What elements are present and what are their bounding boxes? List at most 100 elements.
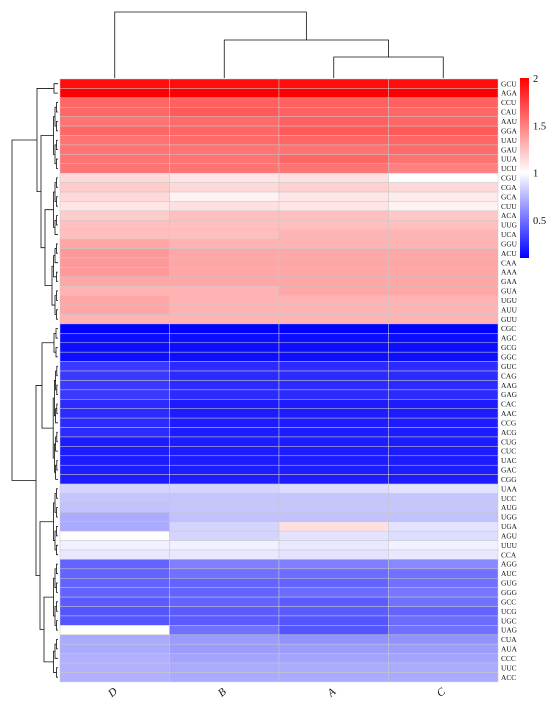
- heatmap-cell-gua-a: [278, 285, 389, 296]
- row-label-uau: UAU: [501, 136, 518, 145]
- heatmap-cell-gcu-a: [278, 78, 389, 89]
- row-dendrogram: [11, 83, 58, 678]
- row-label-cac: CAC: [501, 400, 516, 409]
- row-label-aag: AAG: [501, 381, 518, 390]
- row-label-gug: GUG: [501, 579, 518, 588]
- heatmap-cell-gag-a: [278, 389, 389, 400]
- heatmap-cell-uuc-a: [278, 662, 389, 673]
- heatmap-cell-aca-d: [59, 210, 170, 221]
- heatmap-cell-cuu-d: [59, 201, 170, 212]
- dendro-row-node-14: [56, 243, 58, 254]
- row-label-ggc: GGC: [501, 352, 517, 361]
- heatmap-cell-aug-d: [59, 502, 170, 513]
- heatmap-cell-acg-b: [169, 427, 280, 438]
- heatmap-cell-agg-d: [59, 559, 170, 570]
- heatmap-cell-cgg-d: [59, 474, 170, 485]
- row-label-gcu: GCU: [501, 79, 517, 88]
- heatmap-cell-ccu-d: [59, 97, 170, 108]
- dendro-row-node-16: [56, 271, 58, 282]
- heatmap-cell-guu-d: [59, 314, 170, 325]
- heatmap-cell-uac-d: [59, 455, 170, 466]
- heatmap-cell-cag-b: [169, 370, 280, 381]
- heatmap-cell-cau-b: [169, 107, 280, 117]
- row-label-gcg: GCG: [501, 343, 517, 352]
- heatmap-cell-cgc-d: [59, 323, 170, 334]
- heatmap-cell-uau-a: [278, 135, 389, 146]
- heatmap-cell-guc-d: [59, 361, 170, 372]
- heatmap-cell-gac-b: [169, 464, 280, 475]
- heatmap-cell-cag-d: [59, 370, 170, 381]
- heatmap-cell-gug-b: [169, 578, 280, 588]
- row-label-gua: GUA: [501, 287, 518, 296]
- heatmap-cell-uaa-c: [388, 483, 499, 494]
- heatmap-cell-uag-d: [59, 625, 170, 636]
- legend-tick-label: 1.5: [533, 121, 546, 132]
- heatmap-cell-ugg-a: [278, 512, 389, 522]
- heatmap-cell-ggu-b: [169, 238, 280, 249]
- row-label-uuu: UUU: [501, 541, 518, 550]
- heatmap-cell-aaa-d: [59, 267, 170, 278]
- heatmap-cell-gca-b: [169, 191, 280, 202]
- heatmap-cell-cac-d: [59, 399, 170, 409]
- heatmap-cell-ccg-c: [388, 417, 499, 428]
- heatmap-cell-ccg-d: [59, 417, 170, 428]
- row-label-aug: AUG: [501, 503, 518, 512]
- heatmap-cell-uug-d: [59, 220, 170, 230]
- row-label-aca: ACA: [501, 211, 517, 220]
- row-label-guu: GUU: [501, 315, 518, 324]
- dendro-row-node-26: [56, 384, 58, 395]
- heatmap-cell-aau-a: [278, 116, 389, 127]
- heatmap-cell-ucg-b: [169, 606, 280, 617]
- heatmap-cell-agc-b: [169, 333, 280, 344]
- heatmap-cell-aac-a: [278, 408, 389, 419]
- dendro-row-node-37: [56, 488, 58, 499]
- row-label-cuc: CUC: [501, 447, 516, 456]
- heatmap-cell-cug-c: [388, 436, 499, 447]
- legend-tick-label: 0.5: [533, 216, 546, 227]
- row-label-uaa: UAA: [501, 484, 518, 493]
- row-label-ugu: UGU: [501, 296, 518, 305]
- heatmap-cell-uug-c: [388, 220, 499, 230]
- row-label-acu: ACU: [501, 249, 517, 258]
- column-dendrogram: [114, 11, 444, 78]
- heatmap-cell-uau-c: [388, 135, 499, 146]
- heatmap-cell-cuc-a: [278, 446, 389, 457]
- heatmap-cell-gaa-c: [388, 276, 499, 287]
- heatmap-cell-caa-c: [388, 257, 499, 268]
- heatmap-cell-uuc-b: [169, 662, 280, 673]
- heatmap-cell-ucu-a: [278, 163, 389, 174]
- heatmap-cell-gga-c: [388, 125, 499, 136]
- dendro-row-node-23: [55, 347, 58, 358]
- row-label-cuu: CUU: [501, 202, 517, 211]
- dendro-row-node-5: [56, 158, 58, 169]
- heatmap-cell-uca-d: [59, 229, 170, 240]
- heatmap-cell-cau-c: [388, 107, 499, 117]
- heatmap-cell-gcg-c: [388, 342, 499, 353]
- dendro-row-low: [35, 385, 42, 577]
- dendro-row-node-0: [53, 83, 58, 94]
- heatmap-cell-cuc-c: [388, 446, 499, 457]
- heatmap-cell-uuu-a: [278, 540, 389, 551]
- dendro-col-a-c: [333, 56, 444, 78]
- heatmap-cell-ugg-c: [388, 512, 499, 522]
- heatmap-cell-guu-b: [169, 314, 280, 325]
- heatmap-cell-gug-c: [388, 578, 499, 588]
- heatmap-cell-aca-b: [169, 210, 280, 221]
- heatmap-cell-uua-c: [388, 154, 499, 165]
- row-label-cgu: CGU: [501, 174, 517, 183]
- row-label-cug: CUG: [501, 437, 517, 446]
- row-label-agc: AGC: [501, 334, 517, 343]
- heatmap-cell-cca-b: [169, 549, 280, 560]
- row-label-ccu: CCU: [501, 98, 517, 107]
- heatmap-cell-gcu-d: [59, 78, 170, 89]
- column-label-c: C: [435, 685, 449, 699]
- heatmap-cell-acc-d: [59, 672, 170, 683]
- heatmap-cells: [59, 78, 499, 683]
- heatmap-cell-aau-c: [388, 116, 499, 127]
- heatmap-cell-gua-c: [388, 285, 499, 296]
- dendro-row-node-25: [56, 365, 58, 377]
- row-label-uua: UUA: [501, 155, 518, 164]
- heatmap-cell-cua-c: [388, 634, 499, 645]
- heatmap-cell-cug-b: [169, 436, 280, 447]
- heatmap-cell-gua-d: [59, 285, 170, 296]
